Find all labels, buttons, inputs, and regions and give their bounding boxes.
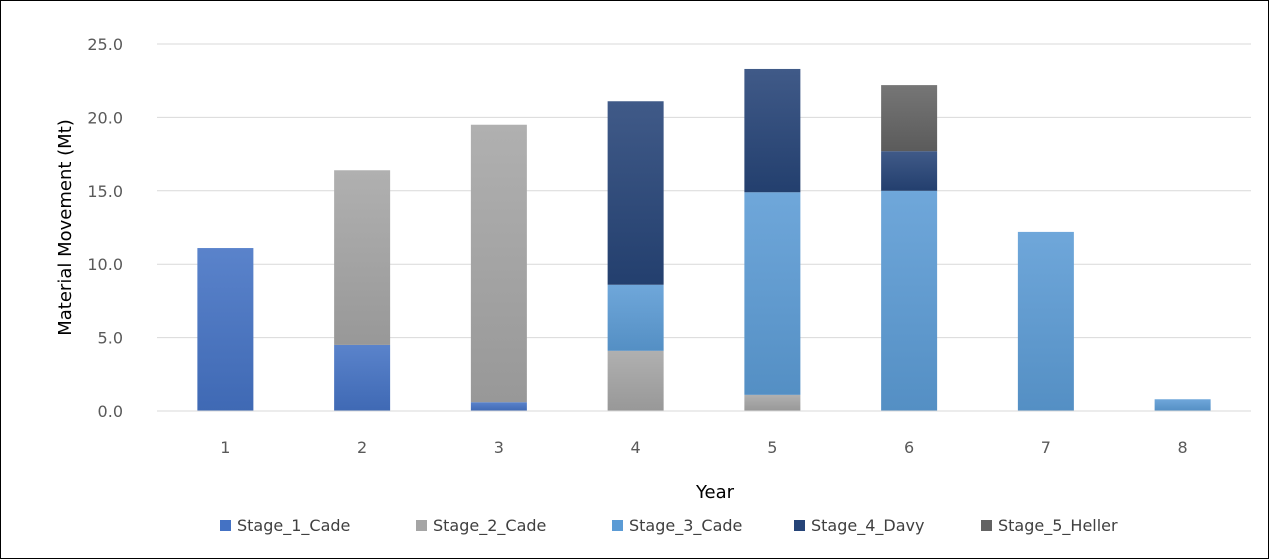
- legend-swatch: [981, 520, 992, 531]
- legend-label: Stage_3_Cade: [629, 516, 742, 536]
- y-tick-label: 25.0: [87, 35, 123, 54]
- y-tick-label: 10.0: [87, 255, 123, 274]
- x-tick-label: 7: [1041, 438, 1051, 457]
- x-tick-label: 1: [220, 438, 230, 457]
- bar-segment: [470, 124, 527, 403]
- y-tick-label: 5.0: [98, 329, 123, 348]
- x-tick-label: 4: [631, 438, 641, 457]
- bar-segment: [744, 394, 801, 411]
- bar-segment: [881, 85, 938, 152]
- x-axis-title: Year: [695, 482, 735, 503]
- legend-label: Stage_2_Cade: [433, 516, 546, 536]
- bar-segment: [334, 170, 391, 345]
- bar-segment: [881, 190, 938, 411]
- legend-swatch: [612, 520, 623, 531]
- bars: [197, 68, 1211, 411]
- bar-segment: [744, 192, 801, 395]
- legend-label: Stage_5_Heller: [998, 516, 1118, 536]
- bar-segment: [881, 151, 938, 191]
- x-tick-label: 3: [494, 438, 504, 457]
- y-axis-title: Material Movement (Mt): [55, 119, 76, 336]
- bar-segment: [1154, 399, 1211, 411]
- bar-segment: [607, 284, 664, 351]
- bar-segment: [1017, 231, 1074, 411]
- x-tick-label: 8: [1178, 438, 1188, 457]
- x-tick-label: 6: [904, 438, 914, 457]
- legend: Stage_1_Cade Stage_2_Cade Stage_3_Cade Stag…: [220, 516, 1118, 536]
- legend-label: Stage_1_Cade: [237, 516, 350, 536]
- x-axis-ticks: 1 2 3 4 5 6 7 8: [220, 438, 1187, 457]
- bar-segment: [334, 344, 391, 411]
- bar-segment: [470, 402, 527, 411]
- gridlines: [157, 43, 1251, 339]
- legend-swatch: [794, 520, 805, 531]
- bar-segment: [607, 350, 664, 411]
- legend-swatch: [220, 520, 231, 531]
- bar-segment: [607, 101, 664, 285]
- y-tick-label: 15.0: [87, 182, 123, 201]
- bar-segment: [744, 68, 801, 193]
- bar-segment: [197, 248, 254, 411]
- x-tick-label: 2: [357, 438, 367, 457]
- y-tick-label: 0.0: [98, 402, 123, 421]
- y-tick-label: 20.0: [87, 108, 123, 127]
- legend-label: Stage_4_Davy: [811, 516, 924, 536]
- legend-swatch: [416, 520, 427, 531]
- y-axis-ticks: 0.0 5.0 10.0 15.0 20.0 25.0: [87, 35, 123, 421]
- x-tick-label: 5: [767, 438, 777, 457]
